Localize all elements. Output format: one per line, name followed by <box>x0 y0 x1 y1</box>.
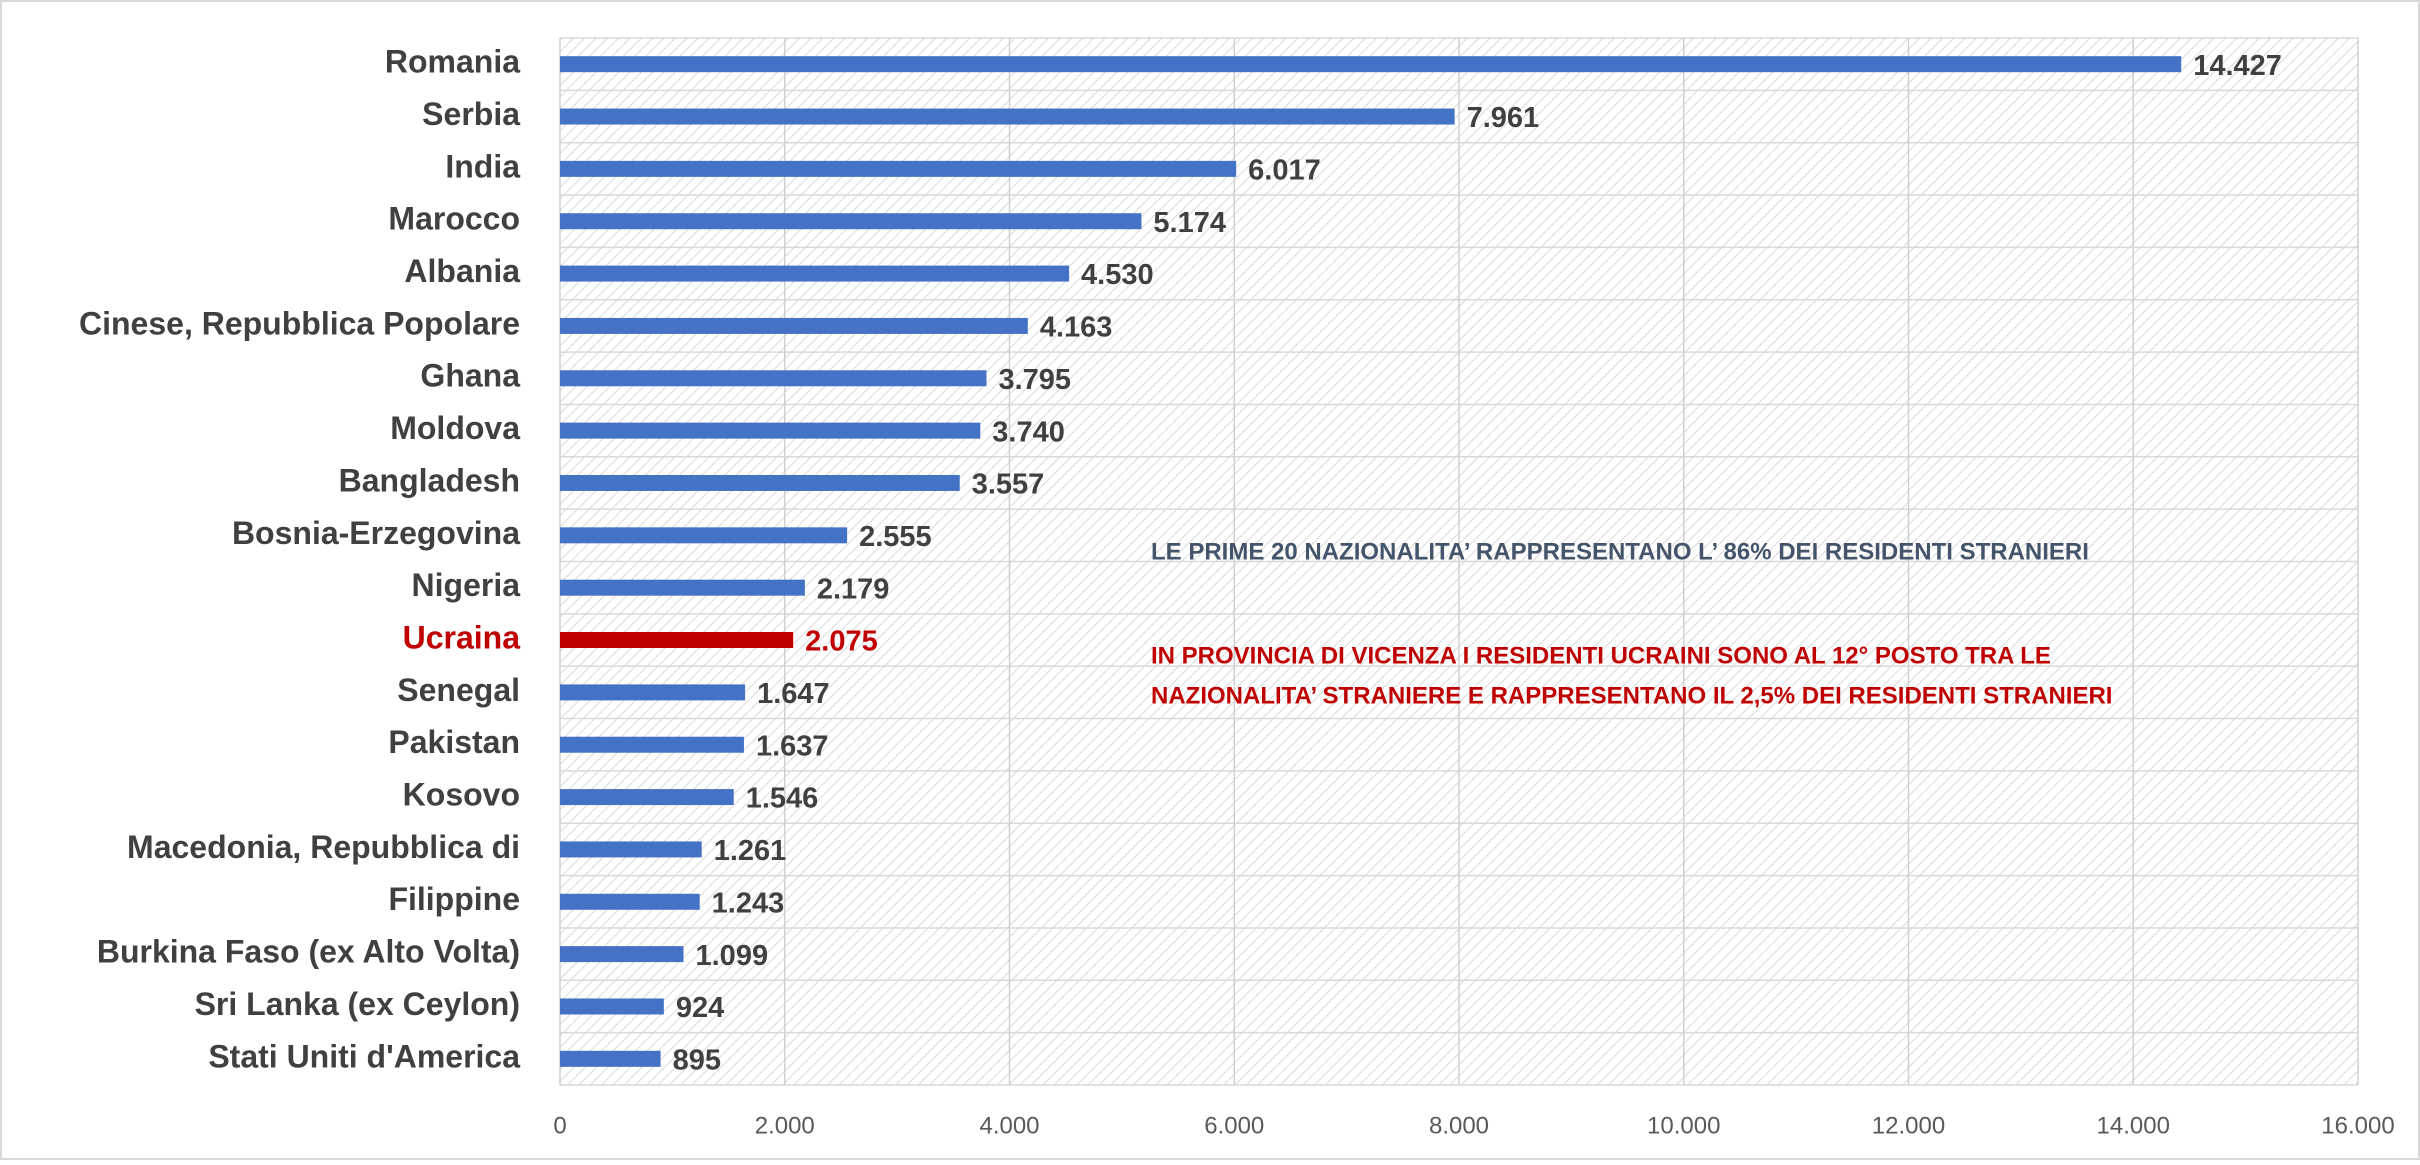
y-tick-label: Pakistan <box>388 724 520 760</box>
y-tick-label: Nigeria <box>412 567 521 603</box>
bar <box>560 213 1142 230</box>
annotation: NAZIONALITA’ STRANIERE E RAPPRESENTANO I… <box>1151 682 2112 709</box>
data-label: 1.243 <box>712 887 785 919</box>
data-label: 1.099 <box>696 940 769 972</box>
bar <box>560 370 987 387</box>
x-tick-label: 16.000 <box>2321 1112 2394 1139</box>
x-tick-label: 4.000 <box>979 1112 1039 1139</box>
y-tick-label: Sri Lanka (ex Ceylon) <box>195 986 520 1022</box>
bar <box>560 684 746 701</box>
bar <box>560 841 702 858</box>
bar <box>560 736 744 753</box>
data-label: 1.637 <box>756 730 829 762</box>
data-label: 4.530 <box>1081 259 1154 291</box>
y-tick-label: Burkina Faso (ex Alto Volta) <box>97 934 520 970</box>
bar <box>560 265 1070 282</box>
bar <box>560 998 664 1015</box>
y-tick-label: Cinese, Repubblica Popolare <box>79 305 520 341</box>
bar <box>560 422 981 439</box>
annotation: LE PRIME 20 NAZIONALITA’ RAPPRESENTANO L… <box>1151 538 2089 565</box>
x-tick-label: 2.000 <box>755 1112 815 1139</box>
bar <box>560 474 960 491</box>
bar <box>560 317 1028 334</box>
data-label: 3.740 <box>992 416 1065 448</box>
bar <box>560 527 848 544</box>
bar <box>560 946 684 963</box>
y-tick-label: Senegal <box>397 672 520 708</box>
data-label: 14.427 <box>2193 50 2282 82</box>
data-label: 3.557 <box>972 469 1045 501</box>
data-label: 3.795 <box>998 364 1071 396</box>
y-tick-label: Kosovo <box>403 777 520 813</box>
y-tick-label: Filippine <box>388 881 520 917</box>
data-label: 1.546 <box>746 783 819 815</box>
bar <box>560 108 1455 125</box>
bar <box>560 579 805 596</box>
data-label: 1.647 <box>757 678 830 710</box>
x-tick-label: 0 <box>553 1112 566 1139</box>
y-tick-label: Bangladesh <box>339 462 520 498</box>
data-label: 2.179 <box>817 573 890 605</box>
y-tick-label: Ucraina <box>403 619 521 655</box>
x-tick-label: 14.000 <box>2097 1112 2170 1139</box>
data-label: 1.261 <box>714 835 787 867</box>
y-tick-label: Ghana <box>420 358 520 394</box>
data-label: 2.555 <box>859 521 932 553</box>
x-tick-label: 8.000 <box>1429 1112 1489 1139</box>
data-label: 4.163 <box>1040 312 1113 344</box>
data-label: 924 <box>676 992 724 1024</box>
y-tick-label: Serbia <box>422 96 520 132</box>
data-label: 5.174 <box>1153 207 1226 239</box>
data-label: 895 <box>673 1044 721 1076</box>
data-label: 7.961 <box>1467 102 1540 134</box>
y-tick-label: Macedonia, Repubblica di <box>127 829 520 865</box>
bar <box>560 1050 661 1067</box>
y-tick-label: India <box>445 148 520 184</box>
bar <box>560 56 2182 73</box>
y-tick-label: Marocco <box>388 201 520 237</box>
y-tick-label: Bosnia-Erzegovina <box>232 515 520 551</box>
bar <box>560 789 734 806</box>
data-label: 2.075 <box>805 626 878 658</box>
x-tick-label: 6.000 <box>1204 1112 1264 1139</box>
y-tick-label: Romania <box>385 44 520 80</box>
y-tick-label: Albania <box>404 253 520 289</box>
bar <box>560 160 1237 177</box>
y-tick-label: Stati Uniti d'America <box>208 1038 520 1074</box>
x-tick-label: 12.000 <box>1872 1112 1945 1139</box>
x-tick-label: 10.000 <box>1647 1112 1720 1139</box>
annotation: IN PROVINCIA DI VICENZA I RESIDENTI UCRA… <box>1151 642 2051 669</box>
bar <box>560 632 794 649</box>
bar <box>560 893 700 910</box>
data-label: 6.017 <box>1248 155 1321 187</box>
y-tick-label: Moldova <box>390 410 520 446</box>
